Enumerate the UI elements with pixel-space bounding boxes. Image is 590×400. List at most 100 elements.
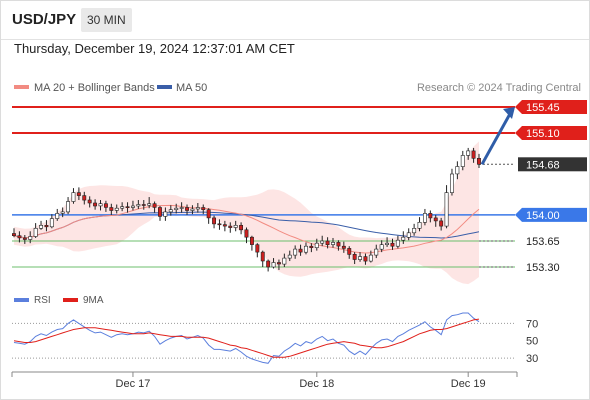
candle-body [222, 224, 227, 227]
x-axis-tick-label: Dec 19 [451, 378, 486, 390]
candle-body [28, 236, 33, 240]
candle-body [239, 225, 243, 231]
candle-body [168, 209, 173, 213]
x-axis-labels: Dec 17 Dec 18 Dec 19 [116, 372, 486, 390]
ma20-line [13, 204, 480, 254]
candle-body [276, 262, 281, 265]
candle-body [303, 245, 308, 253]
candle-body [55, 213, 60, 219]
candle-body [358, 256, 362, 260]
candle-body [471, 150, 476, 159]
candle-body [98, 203, 103, 207]
resistance-level-tag [515, 126, 587, 141]
ma50-legend-label: MA 50 [176, 82, 207, 94]
current-price-tag [518, 157, 587, 172]
candle-body [466, 150, 471, 156]
candle-body [395, 239, 400, 247]
support-level-label: 153.30 [526, 262, 560, 274]
candle-body [309, 245, 314, 248]
rsi-line [13, 312, 480, 364]
pivot-level-label: 154.00 [526, 210, 560, 222]
candle-body [412, 228, 417, 234]
candle-body [422, 213, 427, 223]
candle-body [66, 201, 71, 213]
candle-body [131, 205, 135, 208]
current-price-label: 154.68 [526, 159, 560, 171]
candle-body [93, 202, 98, 207]
candle-body [460, 155, 465, 167]
candle-body [320, 240, 325, 244]
candle-body [347, 248, 352, 255]
candle-body [190, 208, 195, 211]
ma20-legend-swatch [14, 85, 29, 89]
candle-body [287, 254, 292, 259]
rsi-ma-legend-label: 9MA [83, 295, 104, 306]
chart-datetime: Thursday, December 19, 2024 12:37:01 AM … [14, 41, 295, 56]
candle-body [433, 217, 438, 222]
candle-body [341, 245, 346, 249]
candle-body [374, 248, 379, 256]
candle-body [71, 192, 76, 202]
candle-body [185, 207, 189, 211]
candle-body [109, 207, 114, 211]
candle-body [444, 192, 449, 227]
candle-body [390, 242, 395, 247]
candle-body [174, 207, 179, 210]
candle-body [39, 225, 44, 229]
timeframe-badge[interactable]: 30 MIN [81, 8, 132, 32]
projection-arrow-head [503, 107, 515, 119]
candle-body [60, 211, 65, 214]
projection-arrow-shaft [480, 111, 513, 166]
candle-body [271, 262, 276, 268]
candle-body [368, 254, 373, 262]
pivot-level-tag [515, 207, 587, 222]
candle-body [125, 206, 130, 208]
candle-body [233, 225, 238, 228]
resistance-level-label: 155.10 [526, 128, 560, 140]
candle-body [401, 236, 406, 241]
resistance-level-label: 155.45 [526, 102, 560, 114]
candle-body [455, 166, 460, 175]
price-panel: 155.45 155.10 154.68 154.00 153.65 153.30 [12, 100, 587, 285]
candle-body [352, 254, 357, 260]
rsi-panel: 70 50 30 [12, 312, 538, 365]
candle-body [314, 242, 319, 248]
candle-body [82, 195, 87, 201]
x-axis-tick-label: Dec 18 [299, 378, 334, 390]
candle-body [76, 192, 81, 196]
candle-body [325, 240, 330, 246]
candle-body [255, 244, 260, 253]
candle-body [379, 244, 384, 250]
support-level-label: 153.65 [526, 236, 560, 248]
rsi-tick-label: 70 [526, 318, 538, 330]
candle-body [33, 228, 38, 237]
candle-body [114, 207, 119, 211]
candle-body [141, 204, 146, 206]
candle-body [17, 235, 22, 239]
candle-body [217, 223, 222, 226]
bollinger-band-area [14, 141, 479, 285]
candle-body [87, 199, 92, 204]
candle-body [12, 233, 16, 237]
candle-body [206, 209, 211, 219]
candle-body [201, 207, 206, 211]
candle-body [266, 260, 271, 268]
copyright-label: Research © 2024 Trading Central [417, 82, 581, 94]
candle-body [136, 204, 141, 207]
candle-body [179, 207, 184, 209]
candle-body [22, 237, 27, 240]
rsi-tick-label: 50 [526, 336, 538, 348]
currency-pair-title: USD/JPY [12, 11, 77, 28]
chart-header: USD/JPY 30 MIN [1, 1, 589, 40]
candle-body [428, 213, 433, 219]
candle-body [104, 203, 108, 208]
candle-body [449, 173, 454, 193]
candle-body [363, 256, 368, 262]
candle-body [228, 225, 233, 228]
rsi-legend-label: RSI [34, 295, 51, 306]
candle-body [260, 251, 265, 262]
candle-body [439, 220, 444, 227]
candle-body [158, 207, 162, 217]
